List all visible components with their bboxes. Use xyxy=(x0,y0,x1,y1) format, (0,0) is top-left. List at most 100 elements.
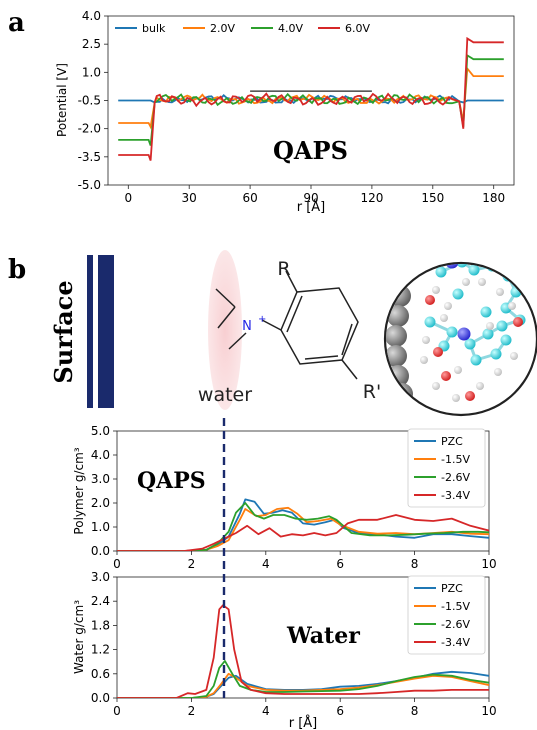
x-tick-label: 0 xyxy=(113,704,121,718)
legend: bulk 2.0V 4.0V 6.0V xyxy=(115,22,370,35)
oxygen-atom xyxy=(433,347,443,357)
nitrogen-atom xyxy=(445,264,459,269)
y-tick-label: 1.2 xyxy=(91,643,110,657)
surface-atom xyxy=(386,345,407,367)
y-tick-label: 1.0 xyxy=(82,65,101,79)
x-tick-label: 150 xyxy=(421,191,444,205)
hydrogen-atom xyxy=(496,288,504,296)
oxygen-atom xyxy=(513,317,523,327)
y-axis-label: Water g/cm³ xyxy=(72,600,86,674)
schematic: Surface water N + R R' xyxy=(49,250,537,417)
water-label: water xyxy=(198,384,252,406)
legend-label: 2.0V xyxy=(210,22,235,35)
carbon-atom xyxy=(456,264,468,268)
hydrogen-atom xyxy=(432,286,440,294)
x-tick-label: 8 xyxy=(411,704,419,718)
water-density-chart: 0.0 0.6 1.2 1.8 2.4 3.0 0 2 4 6 8 10 PZC -1.5V -2.6V… xyxy=(72,570,497,730)
carbon-atom xyxy=(500,334,512,346)
legend-label: bulk xyxy=(142,22,166,35)
y-axis-label: Potential [V] xyxy=(55,63,69,137)
legend-label: -3.4V xyxy=(441,636,470,649)
hydrogen-atom xyxy=(486,322,494,330)
carbon-atom xyxy=(470,354,482,366)
carbon-atom xyxy=(482,328,494,340)
molecule-skeleton xyxy=(215,270,359,380)
y-tick-label: 0.0 xyxy=(91,691,110,705)
y-tick-label: -5.0 xyxy=(78,178,101,192)
x-tick-label: 90 xyxy=(303,191,318,205)
y-axis-label: Polymer g/cm³ xyxy=(72,447,86,534)
legend: PZC -1.5V -2.6V -3.4V xyxy=(407,428,486,508)
x-tick-label: 0 xyxy=(113,557,121,571)
y-tick-label: -3.5 xyxy=(78,150,101,164)
y-tick-label: 5.0 xyxy=(91,424,110,438)
carbon-atom xyxy=(452,288,464,300)
hydrogen-atom xyxy=(422,336,430,344)
legend-label: -2.6V xyxy=(441,471,470,484)
panel-label-a: a xyxy=(8,8,25,38)
polymer-density-chart: 0.0 1.0 2.0 3.0 4.0 5.0 0 2 4 6 8 10 PZC -1.5V -2.6V… xyxy=(72,424,497,571)
carbon-atom xyxy=(424,316,436,328)
hydrogen-atom xyxy=(452,394,460,402)
carbon-atom xyxy=(468,264,480,276)
hydrogen-atom xyxy=(444,302,452,310)
hydrogen-atom xyxy=(440,314,448,322)
legend-label: PZC xyxy=(441,582,463,595)
hydrogen-atom xyxy=(494,368,502,376)
surface-label: Surface xyxy=(49,280,78,383)
x-tick-label: 4 xyxy=(262,704,270,718)
y-tick-label: 0.6 xyxy=(91,667,110,681)
hydrogen-atom xyxy=(420,356,428,364)
legend-box xyxy=(407,575,486,655)
x-tick-label: 60 xyxy=(242,191,257,205)
chart-frame xyxy=(116,430,490,552)
series-line--3.4V xyxy=(117,514,489,551)
x-tick-label: 120 xyxy=(360,191,383,205)
legend-label: -1.5V xyxy=(441,453,470,466)
legend: PZC -1.5V -2.6V -3.4V xyxy=(407,575,486,655)
x-tick-label: 4 xyxy=(262,557,270,571)
x-tick-label: 2 xyxy=(188,557,196,571)
annotation-qaps: QAPS xyxy=(273,136,348,165)
potential-chart: -5.0 -3.5 -2.0 -0.5 1.0 2.5 4.0 0 30 60 90 120 150 1… xyxy=(55,9,515,215)
legend-label: 6.0V xyxy=(345,22,370,35)
hydrogen-atom xyxy=(462,278,470,286)
nitrogen-atom xyxy=(457,327,471,341)
x-tick-label: 30 xyxy=(182,191,197,205)
carbon-atom xyxy=(496,320,508,332)
y-ticks: 0.0 0.6 1.2 1.8 2.4 3.0 xyxy=(91,570,117,705)
legend-box xyxy=(407,428,486,508)
y-tick-label: 3.0 xyxy=(91,472,110,486)
x-tick-label: 6 xyxy=(336,557,344,571)
annotation-qaps: QAPS xyxy=(137,468,206,494)
series-line--3.4V xyxy=(117,604,489,698)
x-ticks: 0 30 60 90 120 150 180 xyxy=(124,185,505,205)
legend-label: PZC xyxy=(441,435,463,448)
x-ticks: 0 2 4 6 8 10 xyxy=(113,551,497,571)
carbon-atom xyxy=(490,348,502,360)
x-tick-label: 8 xyxy=(411,557,419,571)
series-lines xyxy=(118,36,504,161)
series-lines xyxy=(117,498,489,551)
surface-layer-thick xyxy=(98,255,114,408)
hydrogen-atom xyxy=(478,278,486,286)
legend-label: -2.6V xyxy=(441,618,470,631)
y-tick-label: 0.0 xyxy=(91,544,110,558)
series-line--2.6V xyxy=(117,502,489,551)
carbon-atom xyxy=(435,266,447,278)
legend-label: -3.4V xyxy=(441,489,470,502)
hydrogen-atom xyxy=(454,366,462,374)
series-line-4.0V xyxy=(118,53,504,146)
y-tick-label: 3.0 xyxy=(91,570,110,584)
nitrogen-label: N xyxy=(242,319,252,334)
y-tick-label: 4.0 xyxy=(82,9,101,23)
series-line--2.6V xyxy=(117,660,489,698)
y-tick-label: 2.5 xyxy=(82,37,101,51)
surface-atom xyxy=(389,285,411,307)
x-axis-label: r [Å] xyxy=(289,715,318,730)
y-tick-label: 2.4 xyxy=(91,594,110,608)
substituent-r: R xyxy=(277,258,290,280)
x-tick-label: 10 xyxy=(481,557,496,571)
md-snapshot xyxy=(383,261,537,417)
oxygen-atom xyxy=(441,371,451,381)
